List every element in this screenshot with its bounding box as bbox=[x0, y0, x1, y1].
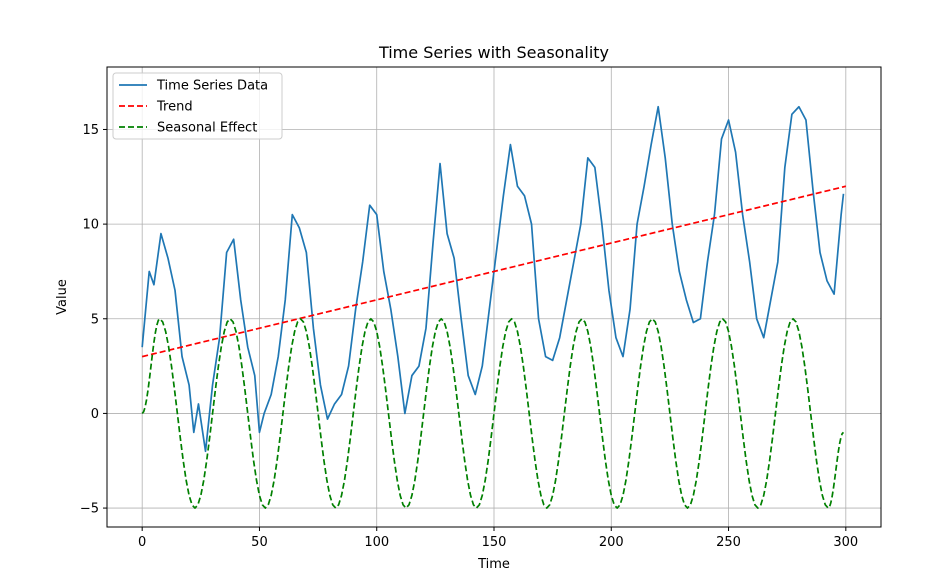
legend-box bbox=[112, 72, 283, 140]
y-axis-label: Value bbox=[55, 279, 70, 315]
x-tick-label: 250 bbox=[716, 535, 741, 550]
series-line-time-series-data bbox=[141, 105, 845, 453]
y-axis-ticks: −5 0 5 10 15 bbox=[80, 123, 107, 517]
legend-label: Time Series Data bbox=[156, 79, 268, 94]
legend-label: Seasonal Effect bbox=[157, 121, 257, 136]
y-tick-label: 0 bbox=[91, 407, 99, 422]
y-tick-label: 5 bbox=[91, 312, 99, 327]
x-axis-ticks: 0 50 100 150 200 250 300 bbox=[138, 527, 858, 550]
x-tick-label: 50 bbox=[251, 535, 268, 550]
y-tick-label: 10 bbox=[82, 218, 99, 233]
series-layer bbox=[141, 105, 847, 509]
x-tick-label: 100 bbox=[364, 535, 389, 550]
legend-label: Trend bbox=[156, 100, 193, 115]
x-tick-label: 200 bbox=[599, 535, 624, 550]
x-tick-label: 0 bbox=[138, 535, 146, 550]
x-tick-label: 300 bbox=[833, 535, 858, 550]
x-tick-label: 150 bbox=[482, 535, 507, 550]
x-axis-label: Time bbox=[477, 557, 510, 572]
y-tick-label: −5 bbox=[80, 502, 99, 517]
chart-title: Time Series with Seasonality bbox=[378, 43, 609, 62]
series-line-trend bbox=[141, 185, 847, 358]
y-tick-label: 15 bbox=[82, 123, 99, 138]
legend: Time Series Data Trend Seasonal Effect bbox=[112, 72, 283, 140]
